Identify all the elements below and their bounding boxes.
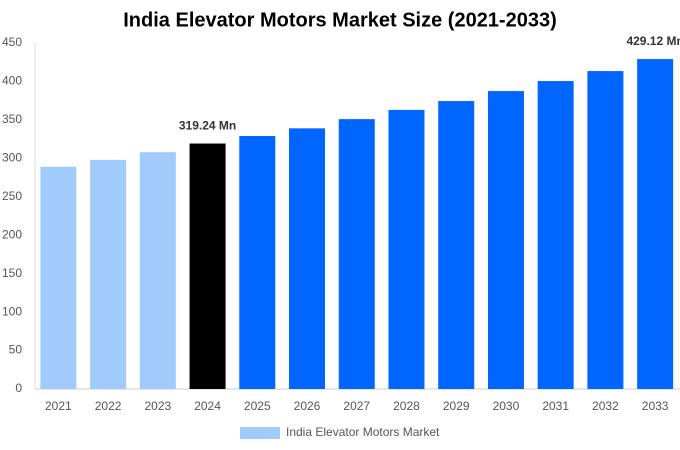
x-tick-label: 2024 xyxy=(194,399,221,413)
x-tick-label: 2023 xyxy=(144,399,171,413)
x-tick-label: 2027 xyxy=(343,399,370,413)
bar xyxy=(289,128,326,389)
x-tick-label: 2025 xyxy=(244,399,271,413)
bar xyxy=(139,152,176,389)
x-tick-label: 2030 xyxy=(493,399,520,413)
bar xyxy=(338,119,375,390)
value-label: 319.24 Mn xyxy=(179,119,236,133)
x-tick-label: 2029 xyxy=(443,399,470,413)
bar xyxy=(438,101,475,389)
x-tick-label: 2031 xyxy=(542,399,569,413)
y-tick-label: 400 xyxy=(2,74,22,88)
x-tick-label: 2021 xyxy=(45,399,72,413)
bar xyxy=(537,81,574,389)
bar xyxy=(90,159,127,389)
bar xyxy=(388,109,425,389)
y-tick-label: 150 xyxy=(2,266,22,280)
x-tick-label: 2022 xyxy=(95,399,122,413)
bar xyxy=(189,143,226,389)
y-tick-label: 250 xyxy=(2,189,22,203)
bar xyxy=(40,166,77,389)
legend-swatch xyxy=(240,427,280,439)
y-tick-label: 0 xyxy=(15,381,22,395)
bar xyxy=(239,136,276,389)
legend-label: India Elevator Motors Market xyxy=(286,425,440,439)
bar xyxy=(637,59,674,389)
x-tick-label: 2026 xyxy=(294,399,321,413)
x-tick-label: 2032 xyxy=(592,399,619,413)
y-tick-label: 450 xyxy=(2,35,22,49)
bar xyxy=(587,71,624,389)
y-tick-label: 300 xyxy=(2,151,22,165)
bar xyxy=(487,91,524,390)
y-tick-label: 350 xyxy=(2,112,22,126)
y-tick-label: 50 xyxy=(9,343,23,357)
x-tick-label: 2033 xyxy=(642,399,669,413)
x-tick-label: 2028 xyxy=(393,399,420,413)
value-label: 429.12 Mn xyxy=(626,34,680,48)
y-tick-label: 200 xyxy=(2,227,22,241)
y-tick-label: 100 xyxy=(2,304,22,318)
chart-title: India Elevator Motors Market Size (2021-… xyxy=(123,9,557,31)
